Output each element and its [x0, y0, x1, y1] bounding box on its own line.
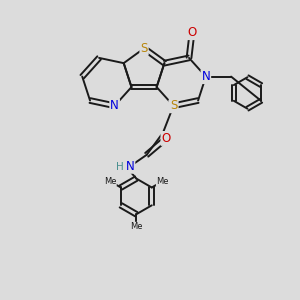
- Text: Me: Me: [130, 222, 142, 231]
- Text: S: S: [170, 99, 177, 112]
- Text: Me: Me: [104, 177, 116, 186]
- Text: N: N: [202, 70, 210, 83]
- Text: N: N: [169, 101, 178, 111]
- Text: N: N: [110, 99, 119, 112]
- Text: O: O: [161, 132, 171, 145]
- Text: H: H: [116, 162, 124, 172]
- Text: N: N: [126, 160, 135, 173]
- Text: O: O: [188, 26, 196, 39]
- Text: S: S: [140, 42, 148, 55]
- Text: Me: Me: [156, 177, 169, 186]
